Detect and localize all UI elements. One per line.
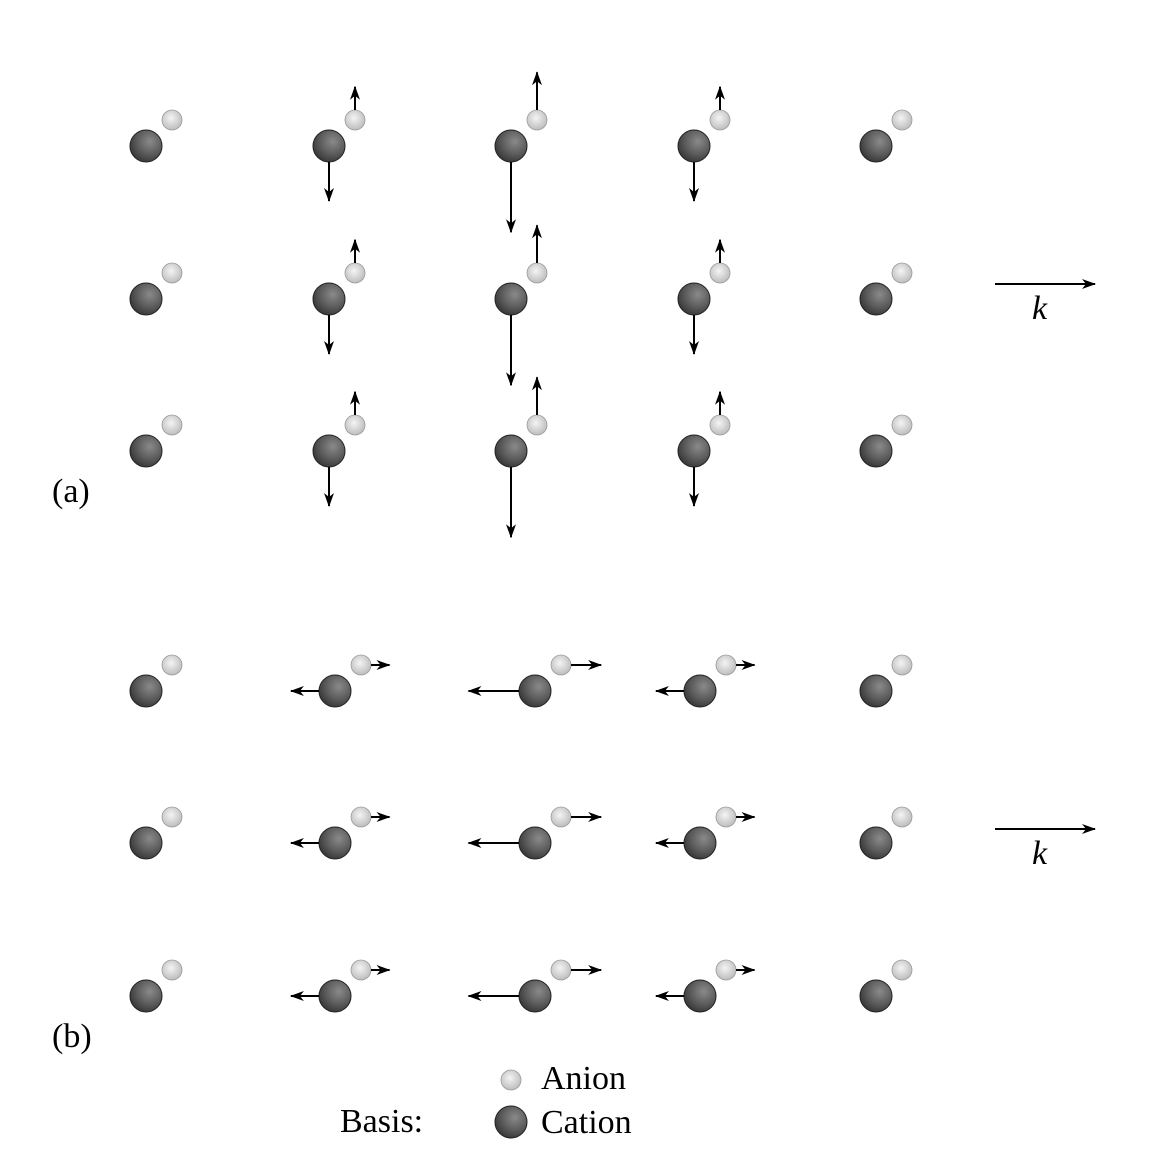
cation-b-r2-c5	[859, 826, 893, 860]
wave-vector-label-a: k	[1032, 290, 1048, 327]
panel-a-label: (a)	[52, 473, 90, 510]
anion-a-r3-c1	[161, 414, 183, 436]
cation-b-r3-c5	[859, 979, 893, 1013]
cation-a-r3-c2	[312, 434, 346, 468]
cation-a-r2-c1	[129, 282, 163, 316]
cation-b-r2-c2	[318, 826, 352, 860]
cation-b-r1-c3	[518, 674, 552, 708]
cation-a-r1-c5	[859, 129, 893, 163]
anion-a-r2-c5	[891, 262, 913, 284]
panel-b-label: (b)	[52, 1018, 92, 1055]
cation-b-r2-c1	[129, 826, 163, 860]
cation-a-r3-c3	[494, 434, 528, 468]
cation-b-r1-c2	[318, 674, 352, 708]
anion-b-r1-c2	[350, 654, 372, 676]
cation-a-r2-c3	[494, 282, 528, 316]
cation-b-r2-c4	[683, 826, 717, 860]
anion-b-r2-c2	[350, 806, 372, 828]
legend-title: Basis:	[340, 1103, 423, 1140]
anion-b-r2-c5	[891, 806, 913, 828]
anion-a-r1-c2	[344, 109, 366, 131]
cation-b-r3-c4	[683, 979, 717, 1013]
panel-b-longitudinal-mode	[129, 654, 913, 1013]
anion-a-r2-c3	[526, 262, 548, 284]
wave-vector-label-b: k	[1032, 835, 1048, 872]
cation-a-r1-c3	[494, 129, 528, 163]
cation-a-r2-c4	[677, 282, 711, 316]
anion-b-r2-c3	[550, 806, 572, 828]
cation-b-r3-c2	[318, 979, 352, 1013]
anion-b-r1-c4	[715, 654, 737, 676]
panel-a-transverse-mode	[129, 71, 913, 539]
anion-b-r3-c5	[891, 959, 913, 981]
anion-b-r1-c5	[891, 654, 913, 676]
cation-b-r1-c5	[859, 674, 893, 708]
legend-anion-label: Anion	[541, 1060, 626, 1097]
anion-a-r3-c5	[891, 414, 913, 436]
cation-a-r2-c5	[859, 282, 893, 316]
cation-b-r1-c4	[683, 674, 717, 708]
cation-b-r2-c3	[518, 826, 552, 860]
anion-a-r1-c4	[709, 109, 731, 131]
anion-b-r2-c4	[715, 806, 737, 828]
cation-a-r3-c1	[129, 434, 163, 468]
anion-a-r1-c5	[891, 109, 913, 131]
cation-a-r1-c4	[677, 129, 711, 163]
cation-a-r3-c4	[677, 434, 711, 468]
anion-b-r1-c1	[161, 654, 183, 676]
legend-cation-label: Cation	[541, 1104, 632, 1141]
legend-anion-icon	[500, 1069, 522, 1091]
anion-b-r3-c2	[350, 959, 372, 981]
anion-a-r2-c4	[709, 262, 731, 284]
cation-b-r3-c1	[129, 979, 163, 1013]
legend-cation-icon	[494, 1105, 528, 1139]
cation-a-r2-c2	[312, 282, 346, 316]
basis-legend: Basis: Anion Cation	[340, 1060, 632, 1141]
cation-b-r3-c3	[518, 979, 552, 1013]
anion-b-r2-c1	[161, 806, 183, 828]
anion-a-r3-c4	[709, 414, 731, 436]
anion-b-r3-c1	[161, 959, 183, 981]
anion-b-r3-c4	[715, 959, 737, 981]
cation-a-r3-c5	[859, 434, 893, 468]
cation-b-r1-c1	[129, 674, 163, 708]
anion-b-r1-c3	[550, 654, 572, 676]
anion-a-r2-c1	[161, 262, 183, 284]
cation-a-r1-c2	[312, 129, 346, 163]
anion-a-r3-c3	[526, 414, 548, 436]
anion-b-r3-c3	[550, 959, 572, 981]
cation-a-r1-c1	[129, 129, 163, 163]
anion-a-r1-c1	[161, 109, 183, 131]
anion-a-r3-c2	[344, 414, 366, 436]
anion-a-r1-c3	[526, 109, 548, 131]
anion-a-r2-c2	[344, 262, 366, 284]
